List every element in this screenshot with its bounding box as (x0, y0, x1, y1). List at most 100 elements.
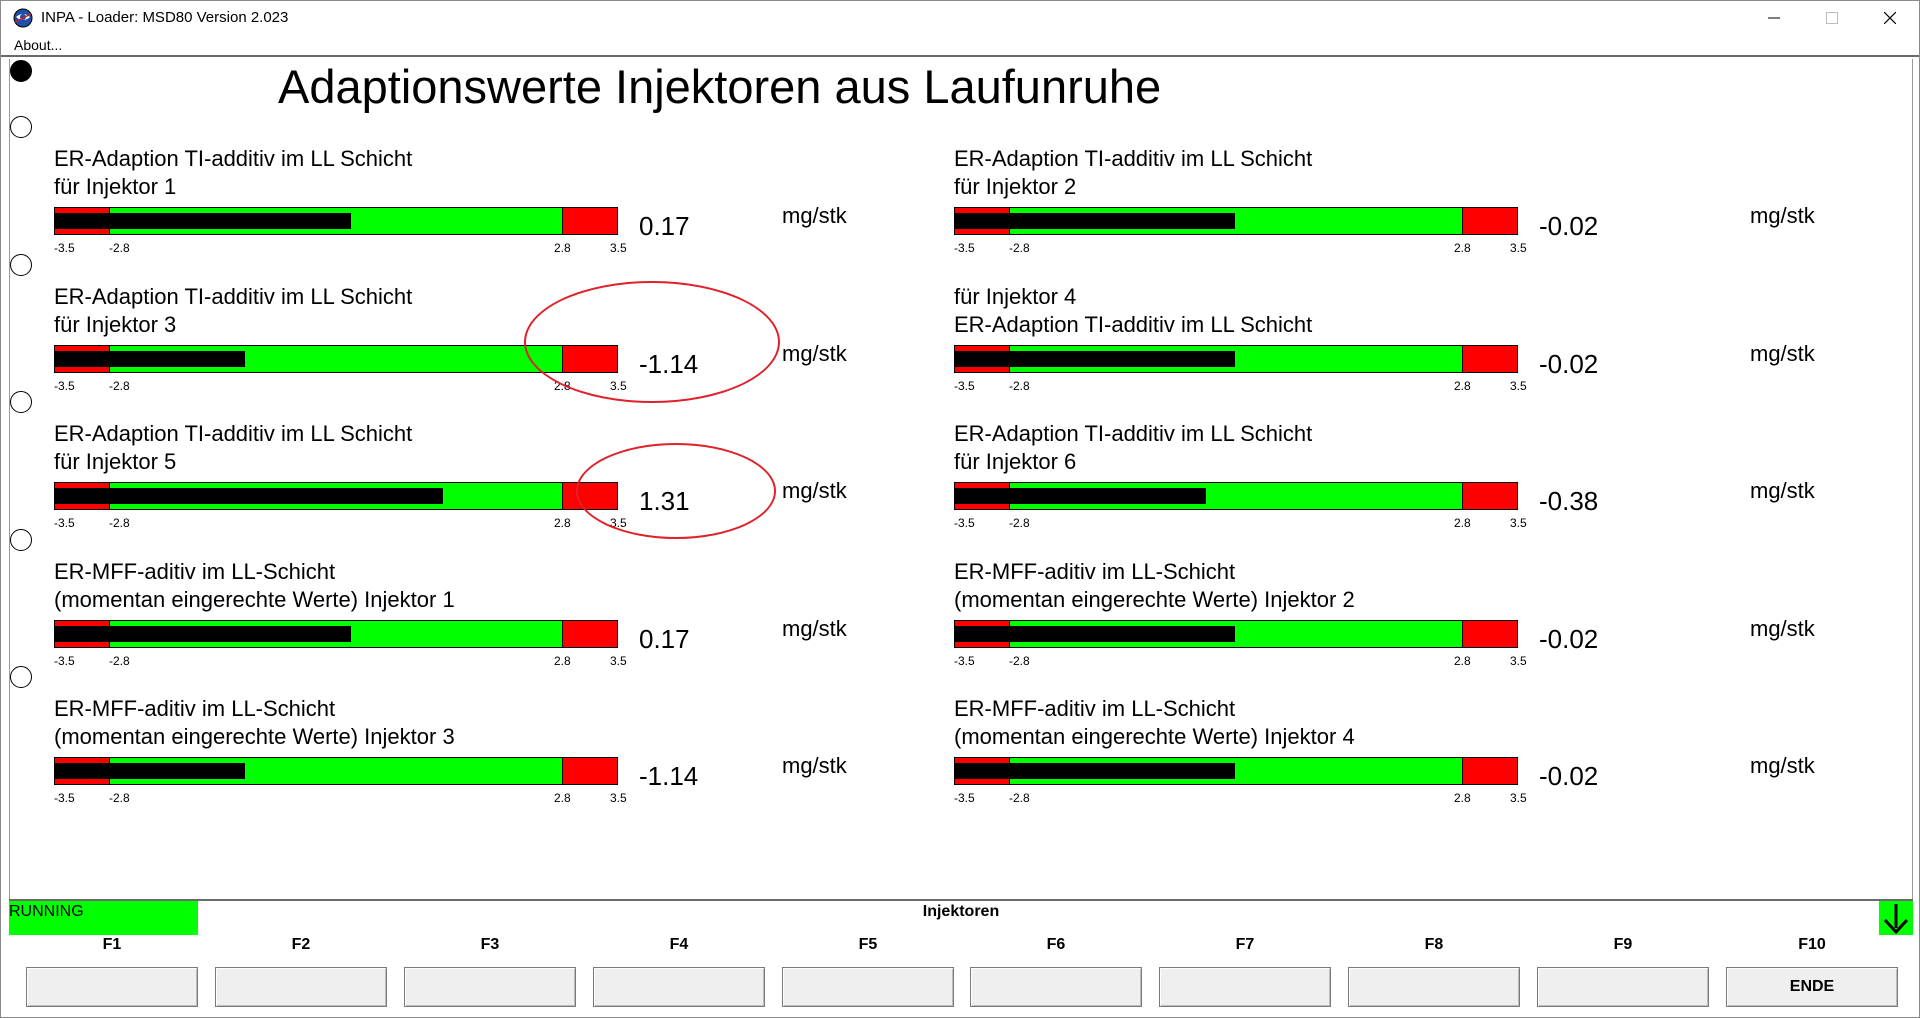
tick-label: -2.8 (1009, 241, 1030, 255)
measurement-unit: mg/stk (1750, 478, 1815, 503)
measurement-label-line2: (momentan eingerechte Werte) Injektor 1 (54, 587, 455, 612)
radio-option[interactable] (10, 116, 32, 138)
f9-button[interactable] (1537, 967, 1709, 1007)
minimize-icon (1768, 17, 1780, 19)
fkey-label: F10 (1798, 936, 1826, 953)
value-bar (54, 207, 618, 235)
tick-label: -3.5 (954, 791, 975, 805)
measurement-label-line1: ER-MFF-aditiv im LL-Schicht (954, 559, 1236, 584)
measurement-injector-6-ti: ER-Adaption TI-additiv im LL Schicht für … (954, 420, 1815, 550)
title-bar: INPA - Loader: MSD80 Version 2.023 (1, 1, 1919, 35)
minimize-button[interactable] (1745, 1, 1803, 35)
f3-button[interactable] (404, 967, 576, 1007)
tick-label: 3.5 (1510, 516, 1527, 530)
value-fill (55, 213, 351, 229)
tick-label: -2.8 (109, 241, 130, 255)
fkey-f3: F3 (404, 933, 576, 1017)
ende-button[interactable]: ENDE (1726, 967, 1898, 1007)
measurement-label: ER-Adaption TI-additiv im LL Schicht für … (954, 420, 1312, 476)
fkey-f2: F2 (215, 933, 387, 1017)
fkey-label: F7 (1235, 936, 1255, 953)
tick-label: 2.8 (554, 516, 571, 530)
f2-button[interactable] (215, 967, 387, 1007)
tick-label: 3.5 (610, 791, 627, 805)
f1-button[interactable] (26, 967, 198, 1007)
fkey-label: F4 (669, 936, 689, 953)
f4-button[interactable] (593, 967, 765, 1007)
annotation-circle (576, 443, 776, 539)
value-fill (955, 213, 1235, 229)
measurement-unit: mg/stk (782, 616, 847, 641)
value-fill (55, 763, 245, 779)
measurement-unit: mg/stk (782, 753, 847, 778)
measurement-label-line2: ER-Adaption TI-additiv im LL Schicht (954, 312, 1313, 337)
upper-limit-zone (1462, 208, 1517, 234)
measurement-value: -0.38 (1539, 486, 1599, 516)
fkey-f9: F9 (1537, 933, 1709, 1017)
value-bar (954, 620, 1518, 648)
f5-button[interactable] (782, 967, 954, 1007)
tick-label: 3.5 (610, 654, 627, 668)
fkey-f7: F7 (1159, 933, 1331, 1017)
tick-label: 2.8 (1454, 791, 1471, 805)
value-fill (55, 488, 443, 504)
tick-label: 2.8 (554, 654, 571, 668)
close-button[interactable] (1861, 1, 1919, 35)
radio-option[interactable] (10, 666, 32, 688)
measurement-injector-4-mff: ER-MFF-aditiv im LL-Schicht (momentan ein… (954, 695, 1815, 825)
measurement-label: ER-Adaption TI-additiv im LL Schicht für … (54, 283, 412, 339)
radio-option[interactable] (10, 254, 32, 276)
tick-label: -2.8 (109, 654, 130, 668)
tick-label: 2.8 (1454, 654, 1471, 668)
f8-button[interactable] (1348, 967, 1520, 1007)
measurement-label-line1: ER-Adaption TI-additiv im LL Schicht (954, 421, 1313, 446)
measurement-value: 0.17 (639, 624, 690, 654)
value-fill (955, 626, 1235, 642)
tick-label: 2.8 (1454, 241, 1471, 255)
radio-option[interactable] (10, 529, 32, 551)
scroll-down-button[interactable] (1879, 901, 1913, 935)
tick-label: 3.5 (1510, 379, 1527, 393)
measurement-label-line2: für Injektor 1 (54, 174, 177, 199)
inpa-logo-icon (13, 8, 33, 28)
upper-limit-zone (1462, 621, 1517, 647)
upper-limit-zone (562, 208, 617, 234)
measurement-label-line1: ER-Adaption TI-additiv im LL Schicht (54, 421, 413, 446)
fkey-f4: F4 (593, 933, 765, 1017)
tick-label: 2.8 (554, 241, 571, 255)
maximize-button[interactable] (1803, 1, 1861, 35)
tick-label: -2.8 (1009, 791, 1030, 805)
upper-limit-zone (562, 758, 617, 784)
measurement-value: -0.02 (1539, 211, 1599, 241)
measurement-injector-4-ti: für Injektor 4 ER-Adaption TI-additiv im … (954, 283, 1815, 413)
measurement-label-line2: (momentan eingerechte Werte) Injektor 4 (954, 724, 1355, 749)
radio-selected[interactable] (10, 60, 32, 82)
radio-option[interactable] (10, 391, 32, 413)
tick-label: -2.8 (1009, 654, 1030, 668)
measurement-label: für Injektor 4 ER-Adaption TI-additiv im … (954, 283, 1312, 339)
measurement-label-line2: für Injektor 6 (954, 449, 1077, 474)
measurement-label-line1: für Injektor 4 (954, 284, 1077, 309)
tick-label: 3.5 (610, 241, 627, 255)
fkey-label: F6 (1046, 936, 1066, 953)
f7-button[interactable] (1159, 967, 1331, 1007)
value-fill (55, 351, 245, 367)
measurement-unit: mg/stk (1750, 616, 1815, 641)
menu-about[interactable]: About... (14, 37, 63, 53)
fkey-label: F1 (102, 936, 122, 953)
tick-label: 2.8 (1454, 379, 1471, 393)
status-running-badge: RUNNING (9, 901, 198, 935)
measurement-value: -0.02 (1539, 761, 1599, 791)
annotation-circle (524, 281, 780, 403)
fkey-label: F9 (1613, 936, 1633, 953)
measurement-unit: mg/stk (782, 203, 847, 228)
measurement-value: 0.17 (639, 211, 690, 241)
f6-button[interactable] (970, 967, 1142, 1007)
close-icon (1884, 12, 1896, 24)
tick-label: -3.5 (54, 379, 75, 393)
fkey-f6: F6 (970, 933, 1142, 1017)
fkey-f5: F5 (782, 933, 954, 1017)
measurement-injector-3-mff: ER-MFF-aditiv im LL-Schicht (momentan ein… (54, 695, 914, 825)
measurement-label: ER-Adaption TI-additiv im LL Schicht für … (54, 145, 412, 201)
